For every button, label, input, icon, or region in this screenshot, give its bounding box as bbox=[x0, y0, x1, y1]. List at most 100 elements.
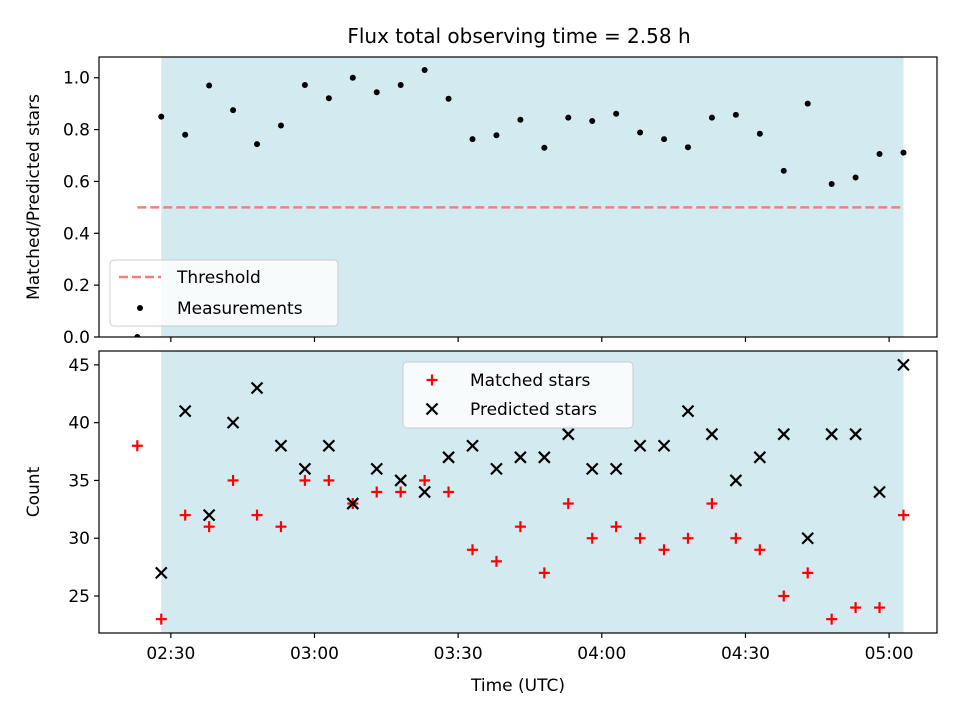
predicted-stars-point bbox=[226, 416, 240, 429]
predicted-stars-point bbox=[705, 427, 719, 441]
ratio-panel: 0.0 0.2 0.4 0.6 0.8 1.0 Matched/Predicted star… bbox=[24, 56, 938, 348]
y-tick-label: 0.2 bbox=[63, 276, 90, 296]
y-tick-label: 35 bbox=[68, 471, 90, 491]
predicted-stars-point bbox=[346, 497, 360, 510]
matched-stars-point bbox=[586, 532, 598, 544]
matched-stars-point bbox=[275, 521, 287, 533]
matched-stars-point bbox=[658, 544, 670, 556]
matched-stars-point bbox=[299, 474, 311, 486]
predicted-stars-point bbox=[370, 462, 384, 476]
x-tick-label: 05:00 bbox=[865, 644, 914, 664]
x-tick-label: 04:00 bbox=[577, 644, 626, 664]
y-tick-label: 0.0 bbox=[63, 328, 90, 348]
plot-area bbox=[134, 66, 907, 337]
predicted-stars-point bbox=[849, 427, 862, 441]
measurement-point bbox=[301, 82, 308, 88]
matched-stars-point bbox=[706, 498, 718, 510]
axes-frame bbox=[98, 350, 938, 634]
y-tick-label: 45 bbox=[68, 356, 90, 376]
measurement-point bbox=[637, 129, 644, 136]
y-tick-label: 25 bbox=[68, 587, 90, 607]
matched-stars-point bbox=[155, 613, 167, 625]
predicted-stars-point bbox=[873, 485, 886, 499]
predicted-stars-point bbox=[418, 485, 431, 499]
measurement-point bbox=[397, 82, 404, 88]
predicted-stars-point bbox=[490, 462, 503, 476]
legend-ratio: Threshold Measurements bbox=[109, 259, 339, 327]
count-panel: 25 30 35 40 45 02:30 03:00 03:30 04:00 04:30 05:00… bbox=[24, 350, 938, 696]
predicted-stars-point bbox=[274, 439, 288, 453]
measurement-point bbox=[804, 100, 811, 107]
measurement-point bbox=[421, 66, 428, 73]
legend-box bbox=[402, 361, 634, 429]
y-axis-label: Count bbox=[24, 466, 44, 517]
matched-stars-point bbox=[730, 532, 742, 544]
matched-stars-point bbox=[131, 440, 143, 452]
legend-predicted-label: Predicted stars bbox=[470, 400, 597, 420]
matched-stars-point bbox=[610, 521, 622, 533]
legend-counts: Matched stars Predicted stars bbox=[402, 361, 634, 429]
plot-area bbox=[131, 358, 910, 625]
matched-stars-point bbox=[227, 474, 239, 486]
measurement-point bbox=[876, 150, 883, 157]
matched-stars-point bbox=[897, 509, 909, 521]
measurement-point bbox=[613, 110, 620, 117]
measurement-point bbox=[373, 89, 380, 96]
measurement-point bbox=[469, 136, 476, 143]
predicted-stars-point bbox=[801, 531, 814, 545]
legend-box bbox=[109, 259, 339, 327]
measurement-point bbox=[493, 132, 500, 139]
matched-stars-point bbox=[754, 544, 766, 556]
predicted-stars-point bbox=[442, 451, 455, 464]
predicted-stars-point bbox=[466, 439, 479, 453]
matched-stars-point bbox=[443, 486, 455, 498]
measurement-point bbox=[277, 122, 284, 129]
predicted-stars-point bbox=[681, 404, 695, 418]
predicted-stars-point bbox=[562, 427, 575, 441]
matched-stars-point bbox=[850, 602, 862, 614]
measurement-point bbox=[206, 82, 213, 89]
predicted-stars-point bbox=[514, 451, 527, 464]
predicted-stars-point bbox=[729, 474, 743, 487]
measurement-point bbox=[708, 114, 715, 121]
measurement-point bbox=[732, 111, 739, 118]
y-tick-label: 40 bbox=[68, 414, 90, 434]
measurement-point bbox=[134, 334, 141, 337]
measurement-point bbox=[158, 113, 165, 120]
measurement-point bbox=[661, 136, 668, 143]
measurement-point bbox=[325, 95, 332, 102]
matched-stars-point bbox=[802, 567, 814, 579]
matched-stars-point bbox=[323, 474, 335, 486]
matched-stars-point bbox=[251, 509, 263, 521]
matched-stars-point bbox=[179, 509, 191, 521]
matched-stars-point bbox=[682, 532, 694, 544]
measurement-point bbox=[684, 144, 691, 151]
predicted-stars-point bbox=[897, 358, 910, 372]
measurement-point bbox=[780, 167, 787, 174]
matched-stars-point bbox=[562, 498, 574, 510]
legend-predicted-swatch bbox=[425, 402, 439, 416]
x-tick-label: 03:30 bbox=[434, 644, 483, 664]
measurement-point bbox=[852, 174, 859, 181]
y-tick-label: 0.6 bbox=[63, 172, 90, 192]
matched-stars-point bbox=[778, 590, 790, 602]
legend-measurements-swatch bbox=[137, 305, 143, 311]
matched-stars-point bbox=[826, 613, 838, 625]
predicted-stars-point bbox=[178, 404, 192, 418]
y-axis-label: Matched/Predicted stars bbox=[24, 94, 44, 300]
legend-measurements-label: Measurements bbox=[177, 299, 303, 319]
predicted-stars-point bbox=[777, 427, 791, 441]
measurement-point bbox=[349, 74, 356, 81]
matched-stars-point bbox=[874, 602, 886, 614]
measurement-point bbox=[756, 130, 763, 137]
legend-matched-swatch bbox=[426, 374, 438, 386]
matched-stars-point bbox=[634, 532, 646, 544]
measurement-point bbox=[589, 118, 596, 125]
x-tick-label: 04:30 bbox=[721, 644, 770, 664]
matched-stars-point bbox=[395, 486, 407, 498]
predicted-stars-point bbox=[298, 462, 312, 476]
measurement-point bbox=[230, 107, 237, 114]
x-tick-label: 03:00 bbox=[290, 644, 339, 664]
y-tick-label: 1.0 bbox=[63, 69, 90, 89]
